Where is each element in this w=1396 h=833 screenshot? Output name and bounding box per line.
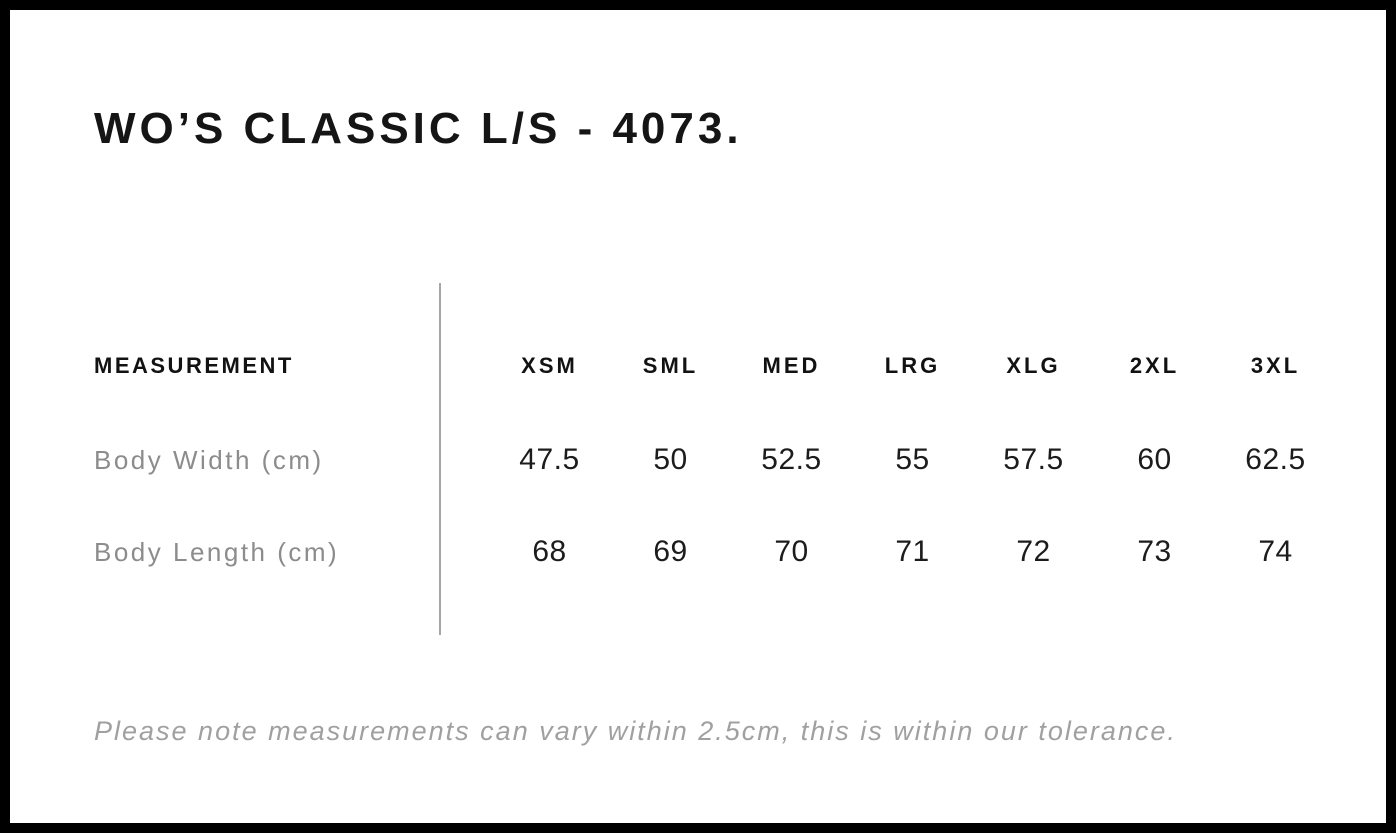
body-length-xlg: 72 [1016, 535, 1051, 568]
body-length-xsm: 68 [532, 535, 567, 568]
measurement-column-header: MEASUREMENT [94, 353, 294, 378]
body-width-sml: 50 [653, 443, 688, 476]
tolerance-note: Please note measurements can vary within… [94, 716, 1177, 746]
body-length-lrg: 71 [895, 535, 930, 568]
body-width-xlg: 57.5 [1003, 443, 1064, 476]
body-length-sml: 69 [653, 535, 688, 568]
size-header-xlg: XLG [1006, 353, 1061, 378]
body-width-lrg: 55 [895, 443, 930, 476]
size-header-lrg: LRG [884, 353, 941, 378]
table-vertical-divider [439, 283, 441, 635]
body-length-2xl: 73 [1137, 535, 1172, 568]
row-label: Body Length (cm) [94, 536, 340, 567]
body-length-med: 70 [774, 535, 809, 568]
row-values: 68 69 70 71 72 73 74 [489, 535, 1336, 569]
body-length-3xl: 74 [1258, 535, 1293, 568]
row-label: Body Width (cm) [94, 444, 324, 475]
body-width-xsm: 47.5 [519, 443, 580, 476]
table-header-row: MEASUREMENT XSM SML MED LRG XLG 2XL 3XL [94, 348, 1336, 384]
size-header-med: MED [762, 353, 821, 378]
body-width-3xl: 62.5 [1245, 443, 1306, 476]
table-row-body-length: Body Length (cm) 68 69 70 71 72 73 74 [94, 534, 1336, 570]
body-width-med: 52.5 [761, 443, 822, 476]
table-row-body-width: Body Width (cm) 47.5 50 52.5 55 57.5 60 … [94, 442, 1336, 478]
page-title: WO’S CLASSIC L/S - 4073. [94, 104, 743, 153]
size-header-xsm: XSM [521, 353, 578, 378]
body-width-2xl: 60 [1137, 443, 1172, 476]
size-header-sml: SML [642, 353, 699, 378]
size-header-3xl: 3XL [1250, 353, 1301, 378]
size-header-group: XSM SML MED LRG XLG 2XL 3XL [489, 353, 1336, 379]
size-header-2xl: 2XL [1129, 353, 1180, 378]
row-values: 47.5 50 52.5 55 57.5 60 62.5 [489, 443, 1336, 477]
